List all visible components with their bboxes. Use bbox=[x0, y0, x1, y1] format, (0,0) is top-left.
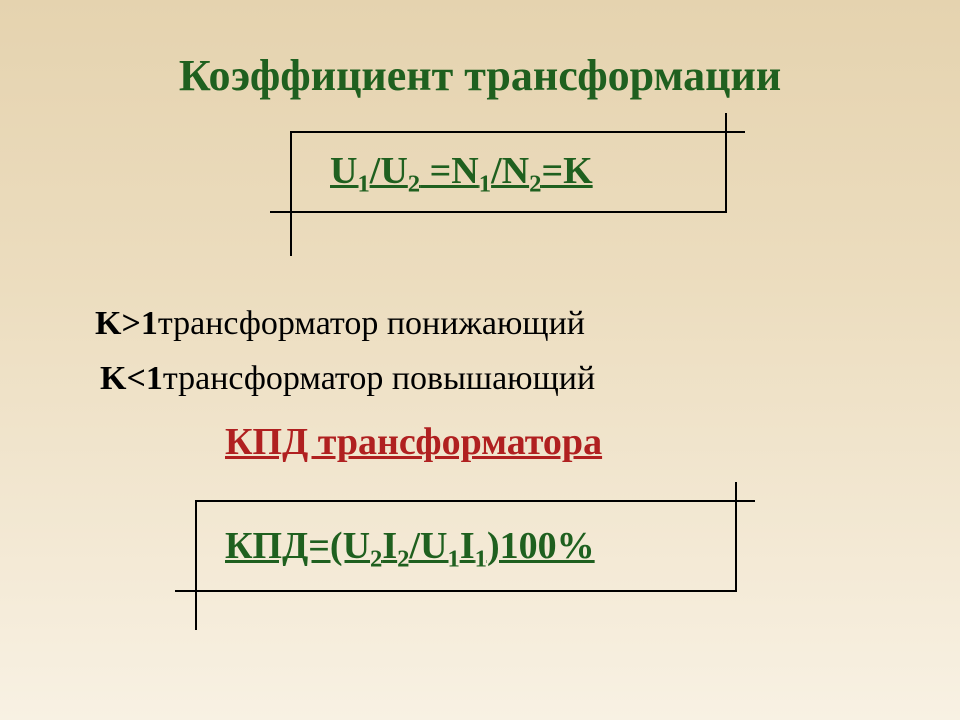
condition-step-down: K>1трансформатор понижающий bbox=[95, 305, 585, 343]
formula-frame-2: КПД=(U2I2/U1I1)100% bbox=[195, 500, 765, 610]
slide: Коэффициент трансформации U1/U2 =N1/N2=K… bbox=[0, 0, 960, 720]
formula-1-text: U1/U2 =N1/N2=K bbox=[330, 150, 593, 192]
slide-title: Коэффициент трансформации bbox=[0, 50, 960, 101]
slide-content: Коэффициент трансформации U1/U2 =N1/N2=K… bbox=[0, 0, 960, 241]
formula-1: U1/U2 =N1/N2=K bbox=[330, 149, 593, 193]
step-down-text: трансформатор понижающий bbox=[158, 305, 585, 342]
formula-frame-1: U1/U2 =N1/N2=K bbox=[290, 131, 790, 241]
condition-step-up: K<1трансформатор повышающий bbox=[100, 360, 595, 398]
k-gt-1: K>1 bbox=[95, 305, 158, 342]
efficiency-title: КПД трансформатора bbox=[225, 420, 602, 464]
formula-2-text: КПД=(U2I2/U1I1)100% bbox=[225, 525, 595, 567]
step-up-text: трансформатор повышающий bbox=[163, 360, 595, 397]
formula-2: КПД=(U2I2/U1I1)100% bbox=[225, 524, 595, 568]
k-lt-1: K<1 bbox=[100, 360, 163, 397]
